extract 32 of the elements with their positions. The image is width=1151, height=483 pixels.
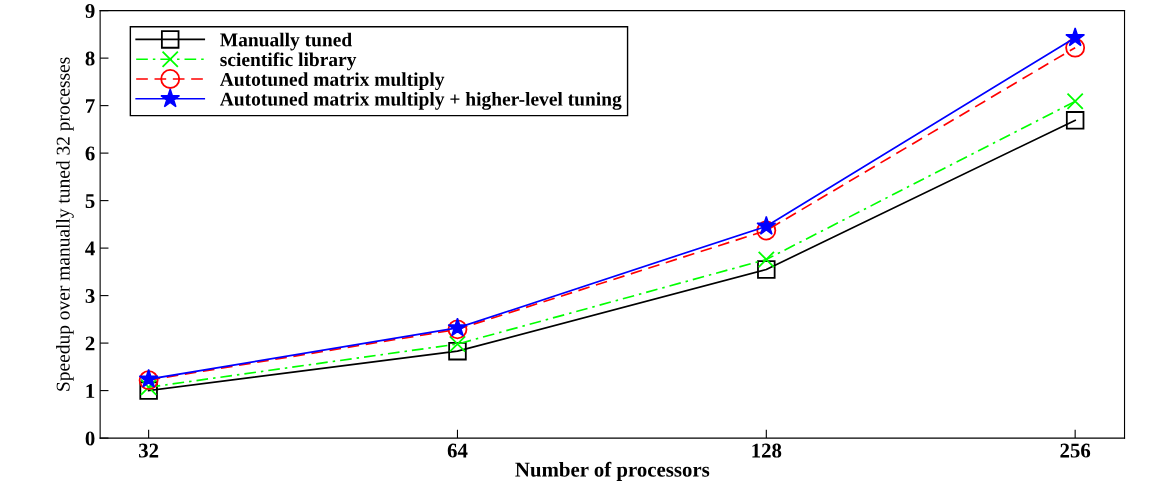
y-tick-label: 2: [85, 336, 95, 351]
y-tick-label: 5: [85, 194, 95, 209]
point: [448, 335, 467, 353]
point: [756, 220, 777, 241]
legend-label: Autotuned matrix multiply: [219, 72, 445, 90]
point: [757, 260, 776, 279]
legend-label: scientific library: [220, 52, 357, 71]
x-tick-label: 256: [1060, 443, 1091, 458]
legend-label: Manually tuned: [220, 32, 352, 51]
y-tick-label: 1: [86, 384, 95, 398]
point: [140, 378, 158, 396]
x-tick-label: 64: [447, 443, 468, 458]
point: [1065, 27, 1086, 47]
y-tick-label: 9: [85, 4, 95, 19]
point: [139, 381, 158, 400]
y-tick-label: 4: [85, 241, 95, 256]
y-tick-label: 0: [85, 431, 95, 446]
point: [1066, 92, 1084, 110]
legend-label: Autotuned matrix multiply + higher-level tuning: [219, 92, 622, 110]
y-axis-title: Speedup over manually tuned 32 processes: [56, 57, 74, 391]
x-tick-label: 32: [139, 443, 159, 458]
point: [756, 215, 777, 235]
x-axis-title: Number of processors: [515, 461, 710, 481]
x-tick-label: 128: [752, 443, 782, 458]
y-tick-label: 6: [85, 146, 95, 161]
point: [448, 341, 467, 361]
y-tick-label: 8: [85, 51, 95, 66]
y-tick-label: 7: [86, 99, 95, 113]
point: [1065, 111, 1085, 130]
y-tick-label: 3: [85, 289, 95, 304]
point: [757, 250, 775, 269]
point: [1065, 37, 1086, 58]
